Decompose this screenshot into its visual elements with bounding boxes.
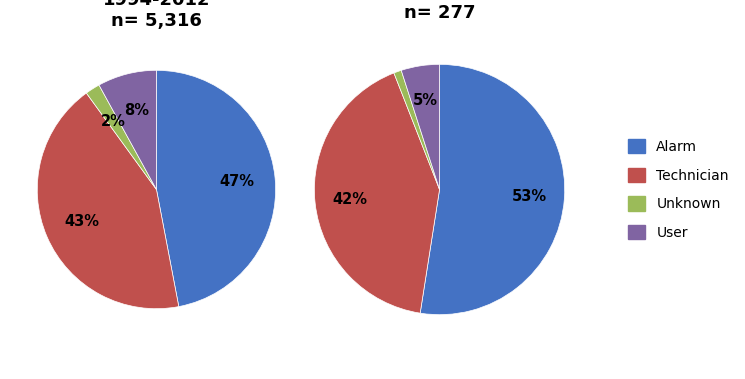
Text: 5%: 5% xyxy=(413,93,438,108)
Text: 53%: 53% xyxy=(512,189,547,204)
Wedge shape xyxy=(156,70,276,307)
Wedge shape xyxy=(420,64,565,315)
Wedge shape xyxy=(394,70,440,190)
Wedge shape xyxy=(99,70,156,190)
Text: 43%: 43% xyxy=(65,214,100,229)
Text: 42%: 42% xyxy=(332,192,367,207)
Wedge shape xyxy=(402,64,440,190)
Text: 47%: 47% xyxy=(220,174,255,190)
Text: 2%: 2% xyxy=(101,114,125,128)
Wedge shape xyxy=(86,85,156,190)
Text: 8%: 8% xyxy=(124,103,149,119)
Wedge shape xyxy=(314,73,440,313)
Legend: Alarm, Technician, Unknown, User: Alarm, Technician, Unknown, User xyxy=(623,133,735,246)
Wedge shape xyxy=(37,93,179,309)
Title: 1994-2012
n= 5,316: 1994-2012 n= 5,316 xyxy=(103,0,210,30)
Title: 2013
n= 277: 2013 n= 277 xyxy=(404,0,475,22)
